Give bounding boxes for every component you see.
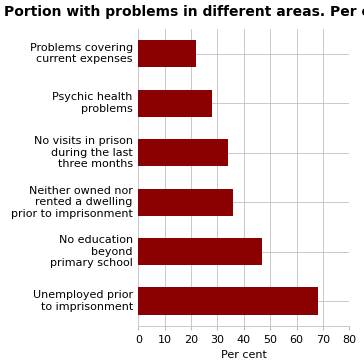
Bar	[138, 40, 197, 67]
Bar	[138, 89, 212, 117]
Text: Portion with problems in different areas. Per cent: Portion with problems in different areas…	[4, 5, 364, 20]
Bar	[138, 287, 318, 315]
Bar	[138, 139, 228, 166]
X-axis label: Per cent: Per cent	[221, 350, 267, 361]
Bar	[138, 189, 233, 216]
Bar	[138, 238, 262, 265]
